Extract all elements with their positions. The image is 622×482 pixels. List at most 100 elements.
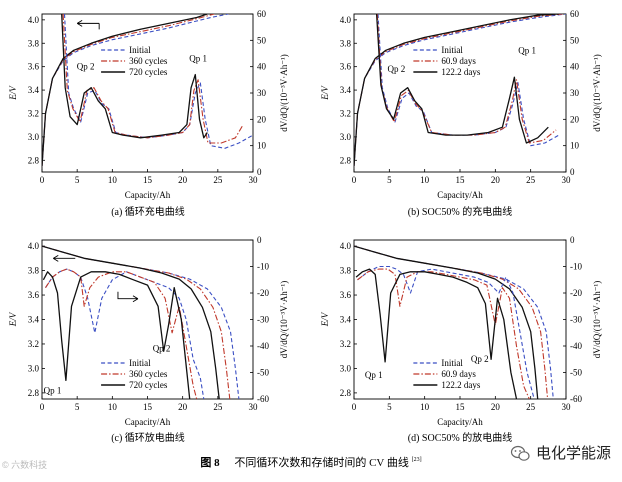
y-left-tick-label: 3.4 bbox=[340, 85, 352, 95]
panel-c: 0 5 10 15 20 25 30 2.8 3.0 3.2 3.4 3.6 3.8 4.0 0 -10 -20… bbox=[8, 235, 289, 444]
y-right-tick-label: -10 bbox=[257, 262, 269, 272]
y-right-axis-label: dV/dQ/(10⁻³V·Ah⁻¹) bbox=[279, 54, 289, 131]
legend-label: 720 cycles bbox=[129, 380, 168, 390]
legend-label: Initial bbox=[441, 45, 463, 55]
y-right-tick-label: 20 bbox=[570, 114, 580, 124]
peak-annotation: Qp 2 bbox=[153, 343, 171, 353]
peak-annotation: Qp 1 bbox=[44, 386, 62, 396]
panel-a: 0 5 10 15 20 25 30 2.8 3.0 3.2 3.4 3.6 3.8 4.0 0 10 20 30… bbox=[8, 9, 289, 218]
arrow-left-icon bbox=[76, 19, 100, 30]
y-left-tick-label: 2.8 bbox=[340, 155, 352, 165]
y-left-tick-label: 3.0 bbox=[28, 363, 40, 373]
series-line-voltage-2 bbox=[42, 14, 208, 167]
series-line-dvdq-5 bbox=[61, 14, 208, 139]
peak-annotation: Qp 1 bbox=[365, 370, 383, 380]
legend-label: 720 cycles bbox=[129, 67, 168, 77]
series-line-voltage-2 bbox=[42, 245, 220, 399]
legend-label: Initial bbox=[441, 358, 463, 368]
legend-label: 360 cycles bbox=[129, 369, 168, 379]
arrow-left-icon bbox=[53, 254, 76, 262]
y-left-tick-label: 3.6 bbox=[28, 62, 40, 72]
y-right-tick-label: 40 bbox=[570, 62, 580, 72]
y-right-tick-label: -30 bbox=[570, 315, 582, 325]
peak-annotation: Qp 1 bbox=[189, 53, 207, 63]
panel-d: 0 5 10 15 20 25 30 2.8 3.0 3.2 3.4 3.6 3.8 4.0 0 -10 -20… bbox=[320, 235, 602, 444]
series-line-dvdq-4 bbox=[62, 14, 244, 144]
x-tick-label: 25 bbox=[526, 402, 536, 412]
y-left-tick-label: 2.8 bbox=[28, 388, 40, 398]
series-line-voltage-1 bbox=[42, 14, 215, 167]
x-tick-label: 0 bbox=[40, 402, 45, 412]
x-tick-label: 0 bbox=[352, 402, 357, 412]
panel-caption: (b) SOC50% 的充电曲线 bbox=[408, 205, 512, 218]
plot-frame bbox=[353, 13, 567, 173]
x-tick-label: 20 bbox=[491, 175, 501, 185]
watermark: © 六数科技 bbox=[2, 459, 47, 470]
legend-label: 122.2 days bbox=[441, 380, 480, 390]
y-left-tick-label: 3.2 bbox=[340, 108, 351, 118]
x-tick-label: 15 bbox=[143, 402, 153, 412]
peak-annotation: Qp 2 bbox=[471, 354, 489, 364]
y-left-tick-label: 3.0 bbox=[28, 132, 40, 142]
y-right-tick-label: -40 bbox=[570, 341, 582, 351]
y-left-tick-label: 3.0 bbox=[340, 132, 352, 142]
y-right-tick-label: -30 bbox=[257, 315, 269, 325]
y-left-tick-label: 3.6 bbox=[28, 290, 40, 300]
y-right-tick-label: 20 bbox=[257, 114, 267, 124]
series-line-voltage-0 bbox=[354, 14, 566, 167]
x-tick-label: 20 bbox=[178, 402, 188, 412]
y-left-tick-label: 3.2 bbox=[28, 108, 39, 118]
x-tick-label: 15 bbox=[143, 175, 153, 185]
y-right-tick-label: -20 bbox=[257, 288, 269, 298]
x-tick-label: 15 bbox=[456, 402, 466, 412]
x-tick-label: 25 bbox=[213, 175, 223, 185]
y-right-tick-label: 40 bbox=[257, 62, 267, 72]
y-right-axis-label: dV/dQ/(10⁻³V·Ah⁻¹) bbox=[592, 54, 602, 131]
y-left-axis-label: E/V bbox=[8, 85, 18, 101]
y-right-tick-label: 0 bbox=[257, 235, 262, 245]
x-axis-label: Capacity/Ah bbox=[125, 417, 171, 427]
y-left-tick-label: 4.0 bbox=[340, 15, 352, 25]
panel-caption: (a) 循环充电曲线 bbox=[111, 205, 185, 218]
series-group bbox=[42, 14, 253, 167]
series-group bbox=[42, 245, 240, 399]
y-left-tick-label: 4.0 bbox=[340, 241, 352, 251]
x-tick-label: 30 bbox=[249, 175, 259, 185]
y-right-tick-label: -60 bbox=[570, 394, 582, 404]
y-right-axis-label: dV/dQ/(10⁻³V·Ah⁻¹) bbox=[279, 281, 289, 358]
legend-label: 60.9 days bbox=[441, 369, 476, 379]
y-left-tick-label: 2.8 bbox=[28, 155, 40, 165]
peak-annotation: Qp 2 bbox=[77, 61, 95, 71]
y-right-tick-label: -20 bbox=[570, 288, 582, 298]
y-left-axis-label: E/V bbox=[8, 311, 18, 327]
peak-annotation: Qp 1 bbox=[518, 46, 536, 56]
y-left-tick-label: 3.8 bbox=[28, 266, 40, 276]
panel-caption: (c) 循环放电曲线 bbox=[111, 431, 185, 444]
legend-label: 122.2 days bbox=[441, 67, 480, 77]
plot-frame bbox=[41, 13, 254, 173]
x-tick-label: 30 bbox=[249, 402, 259, 412]
brand-logo: 电化学能源 bbox=[510, 445, 611, 462]
brand-name: 电化学能源 bbox=[536, 445, 611, 462]
y-left-tick-label: 2.8 bbox=[340, 388, 352, 398]
series-line-dvdq-5 bbox=[42, 271, 191, 399]
x-tick-label: 20 bbox=[178, 175, 188, 185]
y-right-tick-label: 30 bbox=[257, 88, 267, 98]
y-left-tick-label: 4.0 bbox=[28, 241, 40, 251]
x-tick-label: 5 bbox=[387, 175, 392, 185]
x-tick-label: 15 bbox=[456, 175, 466, 185]
y-right-tick-label: 0 bbox=[570, 235, 575, 245]
x-tick-label: 5 bbox=[75, 175, 80, 185]
arrow-right-icon bbox=[117, 291, 139, 303]
y-right-tick-label: 30 bbox=[570, 88, 580, 98]
figure-caption-text: 不同循环次数和存储时间的 CV 曲线 bbox=[234, 455, 409, 469]
x-tick-label: 30 bbox=[562, 175, 572, 185]
x-tick-label: 10 bbox=[420, 402, 430, 412]
series-line-voltage-2 bbox=[354, 14, 559, 167]
y-left-tick-label: 3.4 bbox=[28, 85, 40, 95]
legend-label: 360 cycles bbox=[129, 56, 168, 66]
y-right-tick-label: 0 bbox=[570, 167, 575, 177]
